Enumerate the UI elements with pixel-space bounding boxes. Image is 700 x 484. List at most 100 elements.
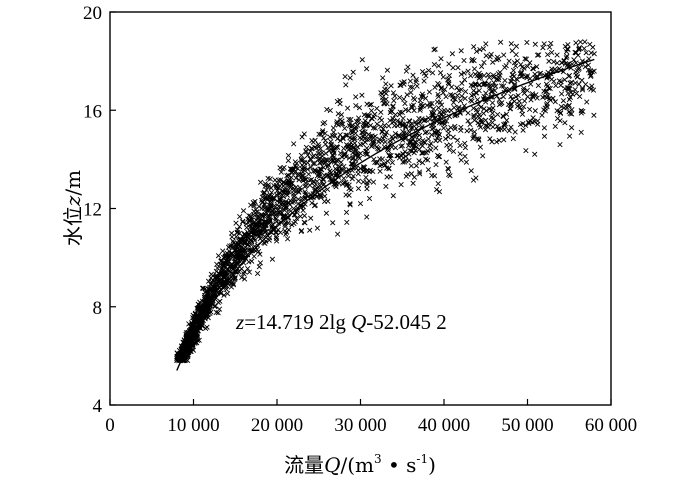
data-point	[465, 110, 471, 116]
data-point	[408, 89, 414, 96]
data-point	[486, 81, 492, 87]
data-point	[321, 198, 328, 205]
data-point	[252, 237, 258, 244]
data-point	[410, 72, 416, 78]
data-point	[262, 229, 269, 235]
data-point	[468, 97, 474, 103]
data-point	[309, 200, 315, 206]
data-point	[522, 56, 528, 62]
data-point	[308, 164, 314, 171]
data-point	[251, 253, 257, 260]
data-point	[182, 338, 188, 344]
data-point	[317, 171, 323, 177]
data-point	[314, 178, 320, 185]
data-point	[378, 117, 385, 123]
data-point	[330, 129, 337, 135]
data-point	[247, 213, 254, 219]
data-point	[315, 156, 321, 162]
data-point	[391, 97, 397, 104]
data-point	[369, 142, 376, 148]
data-point	[478, 119, 484, 125]
data-point	[490, 105, 496, 111]
data-point	[562, 120, 568, 126]
data-point	[399, 143, 405, 149]
data-point	[347, 201, 353, 207]
data-point	[423, 73, 429, 79]
data-point	[343, 132, 349, 138]
data-point	[508, 93, 514, 100]
data-point	[266, 218, 272, 224]
data-point	[227, 243, 233, 249]
data-point	[437, 70, 444, 76]
y-tick-label: 4	[93, 396, 103, 417]
data-point	[524, 75, 530, 81]
data-point	[558, 91, 565, 97]
data-point	[565, 90, 571, 97]
data-point	[476, 112, 483, 118]
data-point	[411, 107, 417, 114]
data-point	[488, 51, 494, 58]
data-point	[263, 195, 270, 202]
data-point	[583, 50, 589, 56]
data-point	[330, 148, 337, 154]
data-point	[329, 152, 336, 158]
data-point	[325, 162, 331, 168]
data-point	[483, 117, 489, 123]
data-point	[411, 174, 418, 180]
data-point	[288, 180, 294, 186]
data-point	[381, 122, 388, 129]
data-point	[220, 248, 226, 254]
data-point	[589, 83, 595, 89]
data-point	[417, 97, 423, 104]
data-point	[202, 325, 209, 332]
data-point	[511, 60, 518, 66]
data-point	[416, 115, 422, 122]
data-point	[527, 118, 533, 124]
data-point	[573, 90, 580, 97]
data-point	[298, 228, 304, 235]
data-point	[432, 46, 438, 52]
data-point	[221, 292, 227, 298]
data-point	[588, 50, 594, 56]
data-point	[557, 118, 563, 124]
data-point	[576, 46, 582, 52]
data-point	[346, 142, 353, 148]
data-point	[259, 213, 265, 220]
data-point	[366, 169, 373, 175]
data-point	[280, 166, 286, 172]
data-point	[272, 229, 279, 236]
data-point	[574, 73, 580, 80]
data-point	[566, 73, 572, 80]
data-point	[259, 199, 265, 206]
data-point	[445, 165, 451, 172]
data-point	[560, 98, 567, 104]
data-point	[400, 115, 406, 122]
data-point	[432, 129, 438, 135]
data-point	[458, 48, 464, 54]
data-point	[336, 180, 342, 186]
data-point	[493, 83, 499, 89]
data-point	[402, 149, 408, 155]
data-point	[362, 164, 368, 170]
data-point	[266, 213, 272, 219]
data-point	[467, 121, 473, 128]
data-point	[489, 100, 496, 106]
data-point	[390, 193, 396, 199]
data-point	[379, 91, 385, 97]
data-point	[272, 214, 279, 221]
data-point	[409, 134, 415, 141]
data-point	[276, 185, 282, 191]
data-point	[407, 78, 414, 84]
data-point	[551, 59, 557, 65]
data-point	[541, 133, 548, 139]
data-point	[506, 58, 512, 64]
data-point	[341, 151, 347, 158]
data-point	[489, 110, 496, 116]
data-point	[561, 105, 567, 111]
data-point	[446, 76, 452, 82]
data-point	[392, 93, 398, 99]
data-point	[361, 120, 367, 127]
data-point	[383, 183, 389, 190]
data-point	[512, 81, 518, 87]
data-point	[534, 52, 541, 58]
